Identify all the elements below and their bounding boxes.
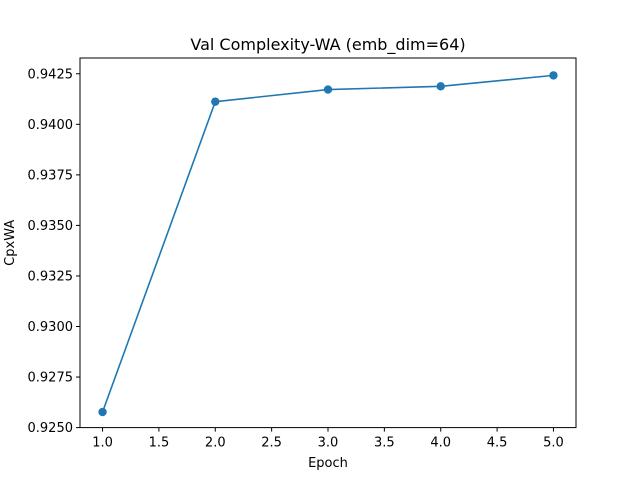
y-tick-label: 0.9400 xyxy=(28,118,74,133)
x-tick-label: 4.5 xyxy=(487,436,508,451)
y-axis-label: CpxWA xyxy=(3,220,18,266)
y-tick-label: 0.9375 xyxy=(28,168,74,183)
data-point xyxy=(211,97,219,105)
y-tick-label: 0.9275 xyxy=(28,371,74,386)
x-tick-label: 2.0 xyxy=(205,436,226,451)
y-tick-label: 0.9250 xyxy=(28,421,74,436)
chart-title: Val Complexity-WA (emb_dim=64) xyxy=(190,35,465,55)
x-tick-label: 3.0 xyxy=(318,436,339,451)
data-point xyxy=(549,71,557,79)
x-axis-label: Epoch xyxy=(308,456,348,471)
x-tick-label: 1.5 xyxy=(149,436,170,451)
y-tick-label: 0.9300 xyxy=(28,320,74,335)
x-tick-label: 2.5 xyxy=(261,436,282,451)
x-tick-label: 4.0 xyxy=(430,436,451,451)
x-tick-label: 1.0 xyxy=(92,436,113,451)
x-tick-label: 3.5 xyxy=(374,436,395,451)
data-point xyxy=(324,85,332,93)
y-tick-label: 0.9325 xyxy=(28,269,74,284)
y-tick-label: 0.9350 xyxy=(28,219,74,234)
data-point xyxy=(98,408,106,416)
x-tick-label: 5.0 xyxy=(543,436,564,451)
data-point xyxy=(437,82,445,90)
y-tick-label: 0.9425 xyxy=(28,67,74,82)
